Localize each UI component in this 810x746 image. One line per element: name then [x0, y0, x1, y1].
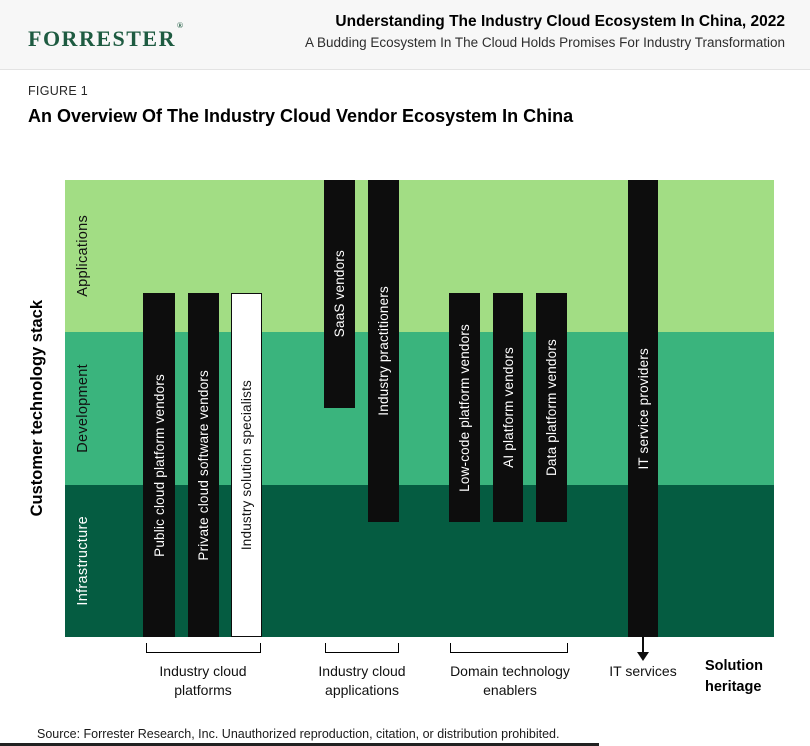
- vendor-bar-industry-practitioners: Industry practitioners: [368, 180, 399, 522]
- group-label-industry-cloud-platforms: Industry cloud platforms: [159, 663, 247, 698]
- figure-title: An Overview Of The Industry Cloud Vendor…: [28, 106, 574, 126]
- solution-heritage-label: Solution heritage: [705, 656, 763, 698]
- group-bracket-domain-technology-enablers: [450, 643, 568, 653]
- vendor-bar-private-cloud-software-vendors: Private cloud software vendors: [188, 293, 219, 637]
- stack-chart: Applications Development Infrastructure Pu…: [65, 180, 774, 637]
- group-bracket-industry-cloud-platforms: [146, 643, 261, 653]
- group-bracket-industry-cloud-applications: [325, 643, 399, 653]
- vendor-bar-label: Industry practitioners: [376, 286, 391, 416]
- vendor-bar-label: Private cloud software vendors: [196, 369, 211, 561]
- vendor-bar-label: SaaS vendors: [332, 250, 347, 338]
- vendor-bar-low-code-platform-vendors: Low-code platform vendors: [449, 293, 480, 522]
- vendor-bar-public-cloud-platform-vendors: Public cloud platform vendors: [143, 293, 175, 637]
- vendor-bar-label: Industry solution specialists: [239, 379, 254, 551]
- solution-heritage-line1: Solution: [705, 658, 763, 674]
- figure-label: FIGURE 1: [28, 84, 89, 98]
- vendor-bar-data-platform-vendors: Data platform vendors: [536, 293, 567, 522]
- group-label-industry-cloud-applications: Industry cloud applications: [318, 663, 406, 698]
- solution-heritage-arrow-stem: [642, 637, 644, 652]
- vendor-bar-label: IT service providers: [635, 347, 651, 470]
- y-axis-title: Customer technology stack: [22, 180, 52, 637]
- solution-heritage-arrow-icon: [637, 652, 649, 661]
- registered-trademark-icon: ®: [176, 21, 183, 30]
- group-label-it-services: IT services: [609, 663, 677, 679]
- forrester-logo: FORRESTER®: [28, 21, 183, 52]
- y-axis-title-text: Customer technology stack: [27, 300, 46, 517]
- report-title: Understanding The Industry Cloud Ecosyst…: [335, 13, 785, 30]
- report-subtitle: A Budding Ecosystem In The Cloud Holds P…: [305, 35, 785, 50]
- group-label-domain-technology-enablers: Domain technology enablers: [450, 663, 570, 698]
- source-note: Source: Forrester Research, Inc. Unautho…: [37, 727, 560, 741]
- vendor-bar-label: Low-code platform vendors: [457, 323, 472, 492]
- vendor-bar-industry-solution-specialists: Industry solution specialists: [231, 293, 262, 637]
- forrester-logo-text: FORRESTER: [28, 26, 176, 51]
- header-titles: Understanding The Industry Cloud Ecosyst…: [305, 13, 785, 50]
- vendor-bar-ai-platform-vendors: AI platform vendors: [493, 293, 523, 522]
- report-header: FORRESTER® Understanding The Industry Cl…: [0, 0, 810, 70]
- bars-layer: Public cloud platform vendors Private clo…: [65, 180, 774, 637]
- vendor-bar-label: AI platform vendors: [500, 347, 516, 468]
- vendor-bar-it-service-providers: IT service providers: [628, 180, 658, 637]
- solution-heritage-line2: heritage: [705, 679, 762, 695]
- vendor-bar-saas-vendors: SaaS vendors: [324, 180, 355, 408]
- bottom-divider: [0, 743, 599, 746]
- vendor-bar-label: Public cloud platform vendors: [151, 373, 167, 557]
- vendor-bar-label: Data platform vendors: [544, 338, 559, 476]
